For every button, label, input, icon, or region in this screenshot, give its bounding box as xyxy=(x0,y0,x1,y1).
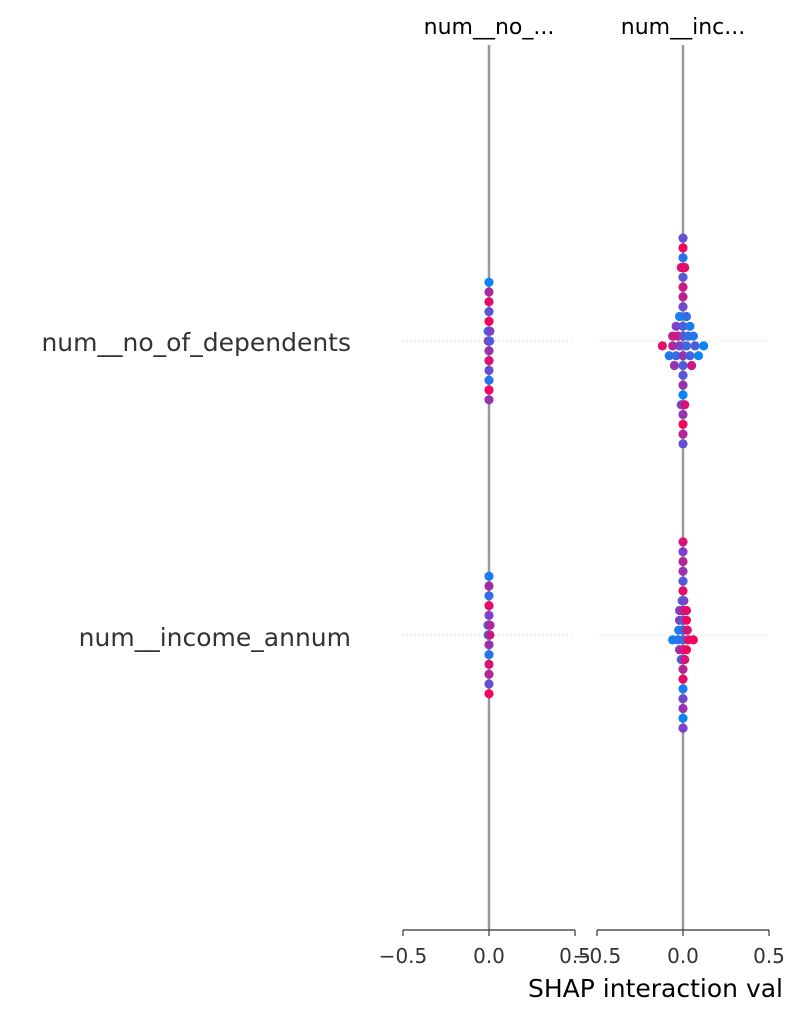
shap-point-1-9-0 xyxy=(671,321,681,331)
shap-point-0-6-1 xyxy=(485,336,495,346)
shap-point-3-1-0 xyxy=(678,547,688,557)
shap-point-0-3-0 xyxy=(484,307,494,317)
shap-point-0-8-0 xyxy=(484,356,494,366)
shap-point-1-11-2 xyxy=(674,341,685,351)
shap-point-1-10-4 xyxy=(688,331,698,341)
shap-point-2-12-0 xyxy=(484,689,494,699)
shap-point-0-7-0 xyxy=(484,346,494,356)
shap-point-1-13-2 xyxy=(687,360,697,371)
shap-point-1-12-2 xyxy=(678,351,688,361)
panel-title-1: num__inc... xyxy=(621,15,745,40)
x-tick-label-0-1: 0.0 xyxy=(473,944,505,968)
shap-point-1-8-0 xyxy=(674,311,685,322)
shap-point-3-14-0 xyxy=(678,674,688,684)
shap-point-2-2-0 xyxy=(484,591,494,601)
shap-point-3-0-0 xyxy=(678,537,688,547)
shap-point-1-15-0 xyxy=(678,380,688,390)
shap-point-1-11-3 xyxy=(681,341,692,351)
shap-point-3-4-0 xyxy=(678,576,688,586)
shap-point-1-9-2 xyxy=(685,321,695,331)
shap-point-2-11-0 xyxy=(484,679,494,689)
shap-point-1-6-0 xyxy=(678,292,688,302)
shap-point-1-9-1 xyxy=(678,321,688,331)
shap-point-3-17-0 xyxy=(678,703,688,714)
shap-point-2-1-0 xyxy=(484,581,494,591)
shap-point-3-8-2 xyxy=(681,615,692,625)
shap-point-1-5-0 xyxy=(678,282,688,292)
shap-point-0-10-0 xyxy=(484,375,494,385)
shap-point-1-11-0 xyxy=(657,341,667,351)
shap-point-1-19-0 xyxy=(678,419,688,429)
shap-point-0-9-0 xyxy=(484,365,494,375)
shap-point-2-10-0 xyxy=(484,669,494,679)
shap-point-1-12-1 xyxy=(671,351,681,361)
shap-point-1-16-0 xyxy=(678,390,688,400)
shap-point-1-12-4 xyxy=(693,351,704,361)
panel-title-0: num__no_... xyxy=(424,15,555,40)
shap-point-1-12-3 xyxy=(685,351,695,361)
shap-point-1-11-1 xyxy=(668,341,678,351)
x-axes: −0.5 0.0 0.5−0.5 0.0 0.5 xyxy=(379,929,785,968)
shap-point-3-5-0 xyxy=(678,586,688,596)
shap-point-1-14-0 xyxy=(678,370,688,380)
shap-point-1-12-0 xyxy=(664,351,674,361)
feature-label-no-of-dependents: num__no_of_dependents xyxy=(41,328,351,357)
shap-points xyxy=(483,233,709,733)
shap-point-1-8-1 xyxy=(681,311,692,322)
x-axis-title: SHAP interaction val xyxy=(528,974,783,1003)
shap-point-0-2-0 xyxy=(484,297,494,307)
shap-point-2-6-1 xyxy=(485,630,495,640)
shap-point-1-13-0 xyxy=(669,360,680,371)
shap-point-3-6-1 xyxy=(679,596,689,606)
shap-point-2-5-1 xyxy=(485,620,495,630)
shap-point-1-4-0 xyxy=(678,272,688,282)
x-tick-label-0-2: 0.5 xyxy=(559,944,591,968)
shap-point-3-12-1 xyxy=(680,654,690,665)
feature-dotted-lines xyxy=(403,340,769,636)
shap-point-2-9-0 xyxy=(484,659,494,670)
shap-point-2-7-0 xyxy=(484,640,494,650)
shap-point-1-0-0 xyxy=(678,233,688,243)
shap-point-0-12-0 xyxy=(484,395,494,405)
shap-point-3-19-0 xyxy=(678,723,688,733)
shap-point-0-5-1 xyxy=(485,326,495,336)
shap-point-0-4-0 xyxy=(484,316,494,326)
feature-label-income-annum: num__income_annum xyxy=(79,623,351,652)
shap-point-2-0-0 xyxy=(484,571,494,581)
shap-point-1-18-0 xyxy=(678,409,688,420)
shap-point-1-20-0 xyxy=(678,429,688,439)
shap-point-1-3-1 xyxy=(680,262,690,273)
shap-point-3-15-0 xyxy=(678,684,688,694)
shap-point-0-1-0 xyxy=(484,287,494,297)
shap-point-3-9-2 xyxy=(682,625,692,635)
shap-point-1-21-0 xyxy=(678,439,688,449)
x-tick-label-0-0: −0.5 xyxy=(379,944,428,968)
shap-point-1-17-1 xyxy=(680,400,690,410)
x-tick-label-1-0: −0.5 xyxy=(573,944,622,968)
shap-point-1-7-0 xyxy=(678,302,688,312)
shap-point-0-0-0 xyxy=(484,277,494,287)
shap-point-2-4-0 xyxy=(484,610,494,621)
shap-point-0-11-0 xyxy=(484,385,494,395)
shap-point-3-7-2 xyxy=(681,605,692,616)
shap-point-2-3-0 xyxy=(484,601,494,611)
shap-point-3-16-0 xyxy=(678,694,688,704)
shap-point-1-11-5 xyxy=(699,341,709,351)
shap-point-3-13-0 xyxy=(678,664,688,674)
zero-lines xyxy=(487,45,685,930)
shap-point-3-2-0 xyxy=(678,556,688,567)
x-tick-label-1-1: 0.0 xyxy=(667,944,699,968)
shap-point-3-10-4 xyxy=(688,635,698,645)
shap-point-2-8-0 xyxy=(484,650,494,660)
x-tick-label-1-2: 0.5 xyxy=(753,944,785,968)
shap-point-3-3-0 xyxy=(678,566,688,576)
shap-point-1-2-0 xyxy=(678,253,688,263)
shap-point-1-11-4 xyxy=(690,341,700,351)
shap-point-1-1-0 xyxy=(678,243,688,253)
shap-point-3-18-0 xyxy=(678,713,688,723)
shap-point-1-13-1 xyxy=(678,360,688,371)
shap-point-3-11-2 xyxy=(681,645,692,655)
